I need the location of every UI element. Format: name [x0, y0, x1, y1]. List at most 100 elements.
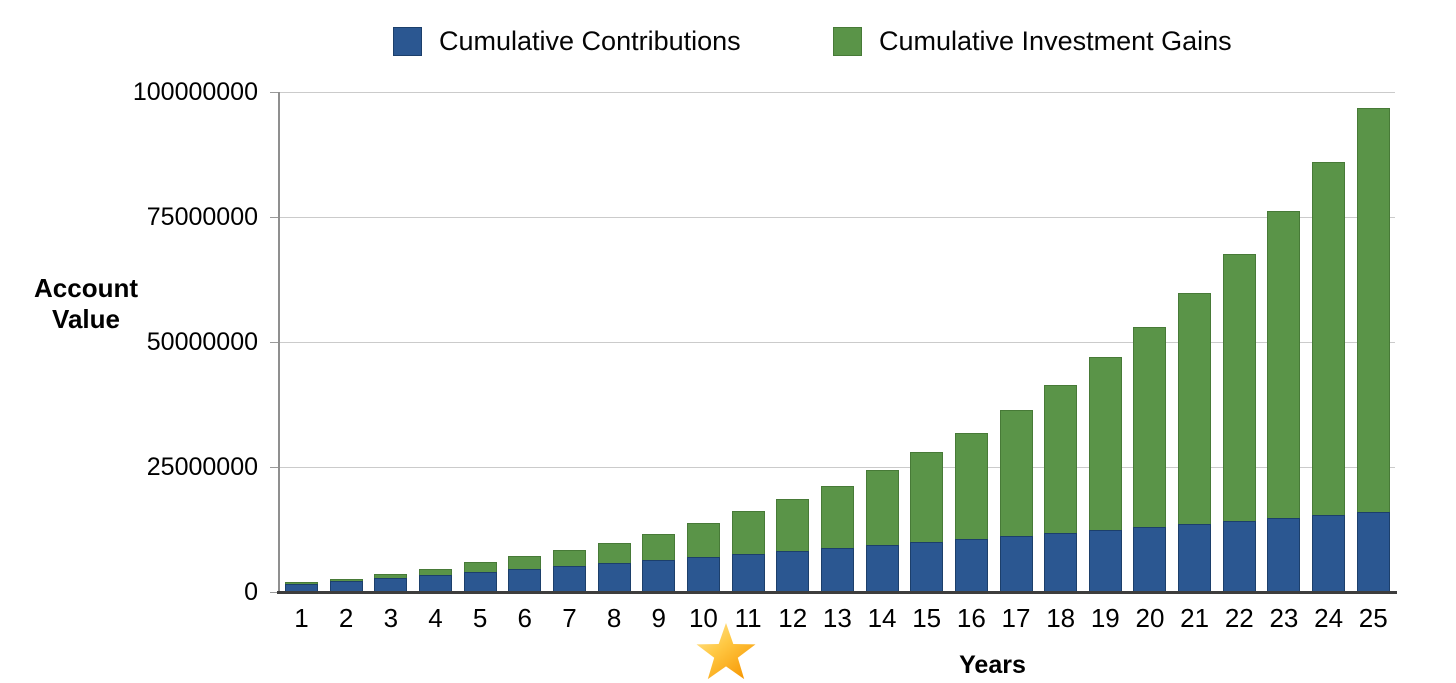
x-tick-label: 25	[1358, 603, 1388, 633]
plot-area	[270, 92, 1397, 594]
x-tick-label: 9	[651, 603, 666, 633]
x-tick-label: 1	[294, 603, 309, 633]
y-tick-mark	[270, 592, 279, 593]
bars-container	[280, 92, 1395, 592]
contributions-segment	[642, 560, 676, 592]
bar-year-7	[552, 550, 586, 592]
bar-year-14	[865, 470, 899, 592]
gains-segment	[642, 534, 676, 560]
contributions-segment	[820, 548, 854, 592]
gains-segment	[1133, 327, 1167, 527]
contributions-segment	[1044, 533, 1078, 592]
contributions-segment	[686, 557, 720, 592]
bar-year-15	[910, 452, 944, 592]
gains-segment	[463, 562, 497, 572]
gains-segment	[820, 486, 854, 548]
bar-year-23	[1267, 211, 1301, 592]
bar-year-19	[1088, 357, 1122, 592]
x-tick-label: 4	[428, 603, 443, 633]
bar-year-1	[285, 582, 318, 592]
x-tick-label: 20	[1135, 603, 1165, 633]
legend-label-contributions: Cumulative Contributions	[439, 26, 741, 56]
gains-segment	[776, 499, 810, 551]
y-tick-mark	[270, 467, 279, 468]
legend-swatch-contributions	[393, 26, 422, 56]
x-axis-title: Years	[959, 651, 1026, 679]
gains-segment	[1044, 385, 1078, 533]
contributions-segment	[552, 566, 586, 592]
gains-segment	[1267, 211, 1301, 518]
gridline	[280, 342, 1395, 343]
x-axis-line	[277, 591, 1397, 594]
gains-segment	[1088, 357, 1122, 530]
gains-segment	[285, 582, 318, 584]
contributions-segment	[954, 539, 988, 592]
bar-year-9	[642, 534, 676, 592]
gains-segment	[1356, 108, 1390, 512]
x-tick-label: 11	[734, 603, 762, 633]
gains-segment	[999, 410, 1033, 536]
legend-label-gains: Cumulative Investment Gains	[879, 26, 1232, 56]
contributions-segment	[1356, 512, 1390, 592]
bar-year-18	[1044, 385, 1078, 592]
gains-segment	[954, 433, 988, 539]
bar-year-10	[686, 523, 720, 592]
x-tick-label: 10	[688, 603, 718, 633]
contributions-segment	[731, 554, 765, 592]
y-axis-line	[278, 92, 280, 593]
legend-item-gains: Cumulative Investment Gains	[833, 25, 1232, 57]
contributions-segment	[1178, 524, 1212, 592]
x-tick-label: 8	[606, 603, 622, 633]
bar-year-24	[1312, 162, 1346, 592]
legend-swatch-gains	[833, 26, 862, 56]
y-tick-label: 50000000	[146, 328, 258, 356]
gridline	[280, 92, 1395, 93]
x-tick-label: 23	[1269, 603, 1299, 633]
bar-year-2	[329, 579, 363, 592]
bar-year-8	[597, 543, 631, 592]
gains-segment	[329, 579, 363, 581]
contributions-segment	[597, 563, 631, 592]
x-tick-label: 21	[1180, 603, 1210, 633]
x-tick-label: 16	[956, 603, 986, 633]
bar-year-11	[731, 511, 765, 592]
bar-year-12	[776, 499, 810, 592]
contributions-segment	[1133, 527, 1167, 592]
bar-year-4	[418, 569, 452, 592]
gains-segment	[1312, 162, 1346, 515]
x-axis-tick-labels: 1 2 3 4 5 6 7 8 9 10 11 12 13 14 15 16 17 18 19 20 21 22 23 24 2…	[280, 603, 1395, 633]
gains-segment	[1178, 293, 1212, 524]
contributions-segment	[463, 572, 497, 592]
y-tick-label: 100000000	[132, 78, 258, 106]
contributions-segment	[1222, 521, 1256, 592]
contributions-segment	[1312, 515, 1346, 592]
x-tick-label: 6	[517, 603, 533, 633]
bar-year-16	[954, 433, 988, 592]
x-tick-label: 14	[867, 603, 897, 633]
bar-year-20	[1133, 327, 1167, 592]
bar-year-25	[1356, 108, 1390, 592]
gains-segment	[865, 470, 899, 545]
gains-segment	[686, 523, 720, 557]
contributions-segment	[1267, 518, 1301, 592]
contributions-segment	[999, 536, 1033, 592]
bar-year-13	[820, 486, 854, 592]
gains-segment	[597, 543, 631, 563]
x-tick-label: 5	[472, 603, 488, 633]
contributions-segment	[285, 584, 318, 592]
contributions-segment	[374, 578, 408, 592]
bar-year-21	[1178, 293, 1212, 592]
x-tick-label: 18	[1046, 603, 1076, 633]
x-tick-label: 3	[383, 603, 399, 633]
x-tick-label: 15	[912, 603, 942, 633]
legend-item-contributions: Cumulative Contributions	[393, 25, 741, 57]
y-tick-mark	[270, 217, 279, 218]
contributions-segment	[776, 551, 810, 592]
gains-segment	[1222, 254, 1256, 521]
x-tick-label: 22	[1224, 603, 1254, 633]
y-axis-tick-labels: 0 25000000 50000000 75000000 100000000	[0, 78, 258, 606]
contributions-segment	[329, 581, 363, 592]
y-tick-mark	[270, 342, 279, 343]
x-tick-label: 17	[1001, 603, 1031, 633]
